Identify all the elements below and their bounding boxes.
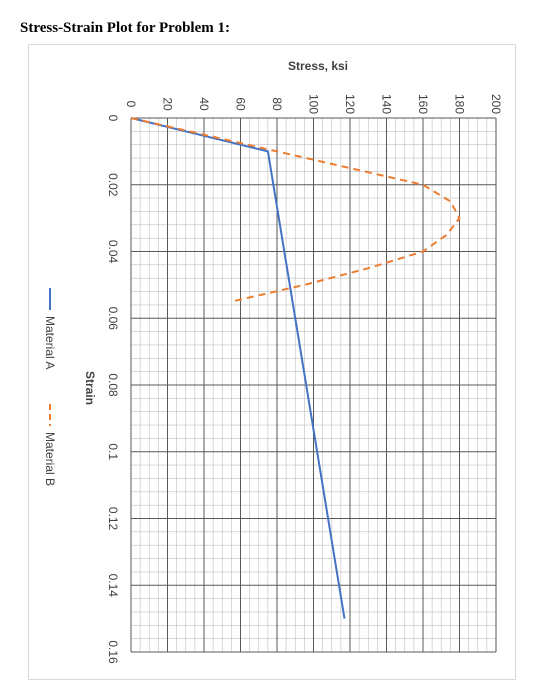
strain-tick-label: 0.02 — [106, 173, 120, 197]
stress-tick-label: 60 — [234, 97, 248, 111]
stress-tick-label: 80 — [270, 97, 284, 111]
strain-tick-label: 0 — [106, 115, 120, 122]
stress-tick-label: 200 — [489, 94, 503, 114]
strain-axis-label: Strain — [83, 371, 97, 405]
strain-tick-label: 0.16 — [106, 640, 120, 664]
series-lines — [130, 117, 461, 619]
chart-frame — [28, 44, 516, 680]
series-line-material-a — [130, 117, 346, 619]
strain-tick-labels: 0 0.02 0.04 0.06 0.08 0.1 0.12 0.14 0.16 — [106, 115, 120, 664]
stress-tick-label: 20 — [161, 97, 175, 111]
stress-tick-label: 100 — [307, 94, 321, 114]
strain-tick-label: 0.08 — [106, 373, 120, 397]
strain-tick-label: 0.14 — [106, 574, 120, 598]
stress-tick-label: 160 — [416, 94, 430, 114]
stress-tick-label: 140 — [380, 94, 394, 114]
strain-tick-label: 0.12 — [106, 507, 120, 531]
strain-tick-label: 0.1 — [106, 443, 120, 460]
strain-tick-label: 0.06 — [106, 307, 120, 331]
stress-tick-labels: 0 20 40 60 80 100 120 140 160 180 200 — [124, 94, 503, 114]
major-grid — [130, 117, 497, 653]
stress-tick-label: 120 — [343, 94, 357, 114]
stress-tick-label: 40 — [197, 97, 211, 111]
page-heading: Stress-Strain Plot for Problem 1: — [20, 20, 230, 36]
series-line-material-b — [130, 117, 461, 303]
stress-axis-label: Stress, ksi — [288, 59, 348, 73]
stress-tick-label: 180 — [453, 94, 467, 114]
legend-label: Material B — [43, 432, 57, 486]
stress-tick-label: 0 — [124, 101, 138, 108]
legend: Material A Material B — [43, 288, 57, 486]
strain-tick-label: 0.04 — [106, 240, 120, 264]
legend-label: Material A — [43, 316, 57, 369]
